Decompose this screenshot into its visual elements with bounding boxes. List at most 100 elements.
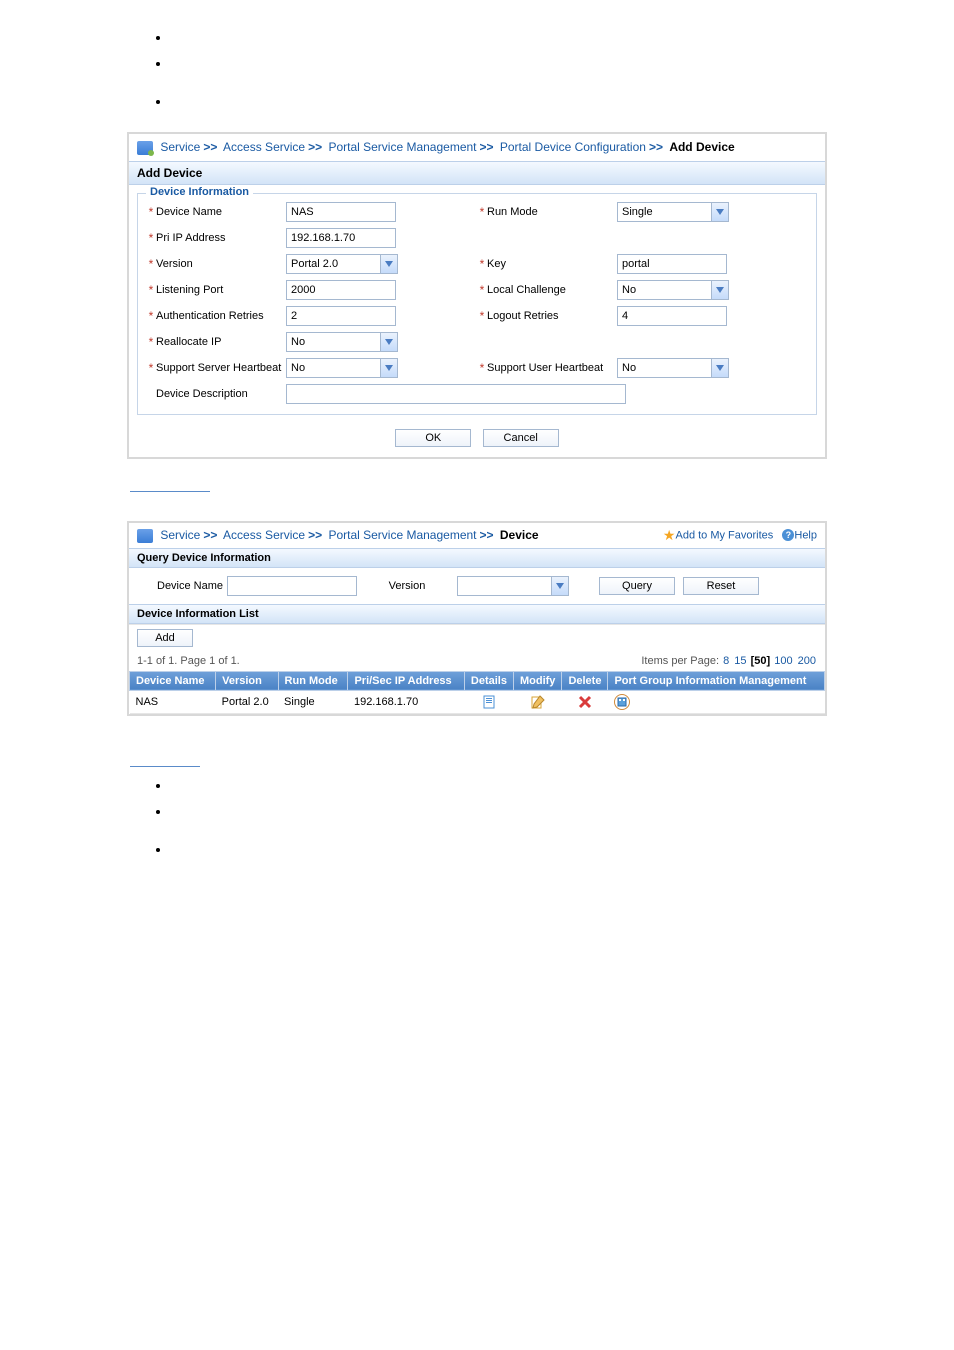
col-run-mode: Run Mode xyxy=(278,671,348,690)
bullet-item xyxy=(170,804,914,812)
label-listening-port: Listening Port xyxy=(156,284,286,296)
version-value xyxy=(286,254,380,274)
bullet-item xyxy=(170,778,914,786)
device-list-figure: Service>> Access Service>> Portal Servic… xyxy=(127,521,827,716)
query-version-value xyxy=(457,576,551,596)
label-pri-ip: Pri IP Address xyxy=(156,232,286,244)
cancel-button[interactable]: Cancel xyxy=(483,429,559,447)
bullet-item xyxy=(170,30,914,38)
bc-link[interactable]: Portal Service Management xyxy=(328,528,476,542)
query-version-select[interactable] xyxy=(457,576,569,596)
label-logout-retries: Logout Retries xyxy=(487,310,617,322)
label-srv-hb: Support Server Heartbeat xyxy=(156,362,286,374)
cell-mode: Single xyxy=(278,690,348,713)
device-info-fieldset: Device Information *Device Name *Run Mod… xyxy=(137,193,817,415)
device-table: Device Name Version Run Mode Pri/Sec IP … xyxy=(129,671,825,714)
query-version-label: Version xyxy=(357,580,457,592)
pagination-left: 1-1 of 1. Page 1 of 1. xyxy=(137,655,240,667)
chevron-down-icon xyxy=(380,332,398,352)
col-delete: Delete xyxy=(562,671,608,690)
page-size-current: [50] xyxy=(751,655,771,667)
label-device-name: Device Name xyxy=(156,206,286,218)
srv-hb-select[interactable] xyxy=(286,358,398,378)
pri-ip-input[interactable] xyxy=(286,228,396,248)
fieldset-legend: Device Information xyxy=(146,186,253,198)
ok-button[interactable]: OK xyxy=(395,429,471,447)
query-device-name-input[interactable] xyxy=(227,576,357,596)
portgroup-icon[interactable] xyxy=(614,694,630,710)
col-device-name: Device Name xyxy=(130,671,216,690)
bullet-item xyxy=(170,56,914,64)
bc-link[interactable]: Portal Device Configuration xyxy=(500,140,646,154)
list-panel-header: Device Information List xyxy=(129,604,825,624)
desc-input[interactable] xyxy=(286,384,626,404)
local-challenge-select[interactable] xyxy=(617,280,729,300)
breadcrumb-icon xyxy=(137,141,153,155)
hyperlink-placeholder xyxy=(130,766,200,767)
col-portgroup: Port Group Information Management xyxy=(608,671,825,690)
col-details: Details xyxy=(464,671,513,690)
version-select[interactable] xyxy=(286,254,398,274)
page-size-link[interactable]: 8 xyxy=(723,655,729,667)
bc-current: Add Device xyxy=(669,140,734,154)
chevron-down-icon xyxy=(711,280,729,300)
panel-header: Add Device xyxy=(129,161,825,185)
bc-link[interactable]: Portal Service Management xyxy=(328,140,476,154)
user-hb-select[interactable] xyxy=(617,358,729,378)
srv-hb-value xyxy=(286,358,380,378)
chevron-down-icon xyxy=(380,358,398,378)
device-name-input[interactable] xyxy=(286,202,396,222)
listening-port-input[interactable] xyxy=(286,280,396,300)
reset-button[interactable]: Reset xyxy=(683,577,759,595)
delete-icon[interactable] xyxy=(578,695,592,709)
query-panel-header: Query Device Information xyxy=(129,548,825,568)
breadcrumb: Service>> Access Service>> Portal Servic… xyxy=(129,134,825,161)
help-icon[interactable]: ? xyxy=(782,529,794,541)
pagination-right: Items per Page: 8 15 [50] 100 200 xyxy=(641,655,817,667)
run-mode-select[interactable] xyxy=(617,202,729,222)
bullet-item xyxy=(170,842,914,850)
add-device-figure: Service>> Access Service>> Portal Servic… xyxy=(127,132,827,459)
label-local-challenge: Local Challenge xyxy=(487,284,617,296)
label-version: Version xyxy=(156,258,286,270)
label-realloc-ip: Reallocate IP xyxy=(156,336,286,348)
key-input[interactable] xyxy=(617,254,727,274)
add-button[interactable]: Add xyxy=(137,629,193,647)
auth-retries-input[interactable] xyxy=(286,306,396,326)
query-button[interactable]: Query xyxy=(599,577,675,595)
bc-link[interactable]: Service xyxy=(160,140,200,154)
local-challenge-value xyxy=(617,280,711,300)
bullet-list-top xyxy=(170,30,914,102)
chevron-down-icon xyxy=(711,358,729,378)
label-auth-retries: Authentication Retries xyxy=(156,310,286,322)
page-size-link[interactable]: 200 xyxy=(798,655,816,667)
bc-link[interactable]: Service xyxy=(160,528,200,542)
chevron-down-icon xyxy=(380,254,398,274)
help-link[interactable]: Help xyxy=(794,529,817,541)
bullet-item xyxy=(170,94,914,102)
hyperlink-placeholder xyxy=(130,491,210,492)
realloc-ip-value xyxy=(286,332,380,352)
logout-retries-input[interactable] xyxy=(617,306,727,326)
col-modify: Modify xyxy=(513,671,561,690)
label-user-hb: Support User Heartbeat xyxy=(487,362,617,374)
bullet-list-bottom xyxy=(170,778,914,850)
modify-icon[interactable] xyxy=(531,695,545,709)
star-icon: ★ xyxy=(663,527,676,543)
page-size-link[interactable]: 100 xyxy=(774,655,792,667)
realloc-ip-select[interactable] xyxy=(286,332,398,352)
page-size-link[interactable]: 15 xyxy=(734,655,746,667)
favorites-link[interactable]: Add to My Favorites xyxy=(675,529,773,541)
cell-version: Portal 2.0 xyxy=(216,690,278,713)
cell-ip: 192.168.1.70 xyxy=(348,690,464,713)
cell-name: NAS xyxy=(130,690,216,713)
label-key: Key xyxy=(487,258,617,270)
label-run-mode: Run Mode xyxy=(487,206,617,218)
table-row: NAS Portal 2.0 Single 192.168.1.70 xyxy=(130,690,825,713)
breadcrumb-icon xyxy=(137,529,153,543)
bc-link[interactable]: Access Service xyxy=(223,528,305,542)
details-icon[interactable] xyxy=(482,695,496,709)
label-desc: Device Description xyxy=(156,388,286,400)
bc-link[interactable]: Access Service xyxy=(223,140,305,154)
col-version: Version xyxy=(216,671,278,690)
